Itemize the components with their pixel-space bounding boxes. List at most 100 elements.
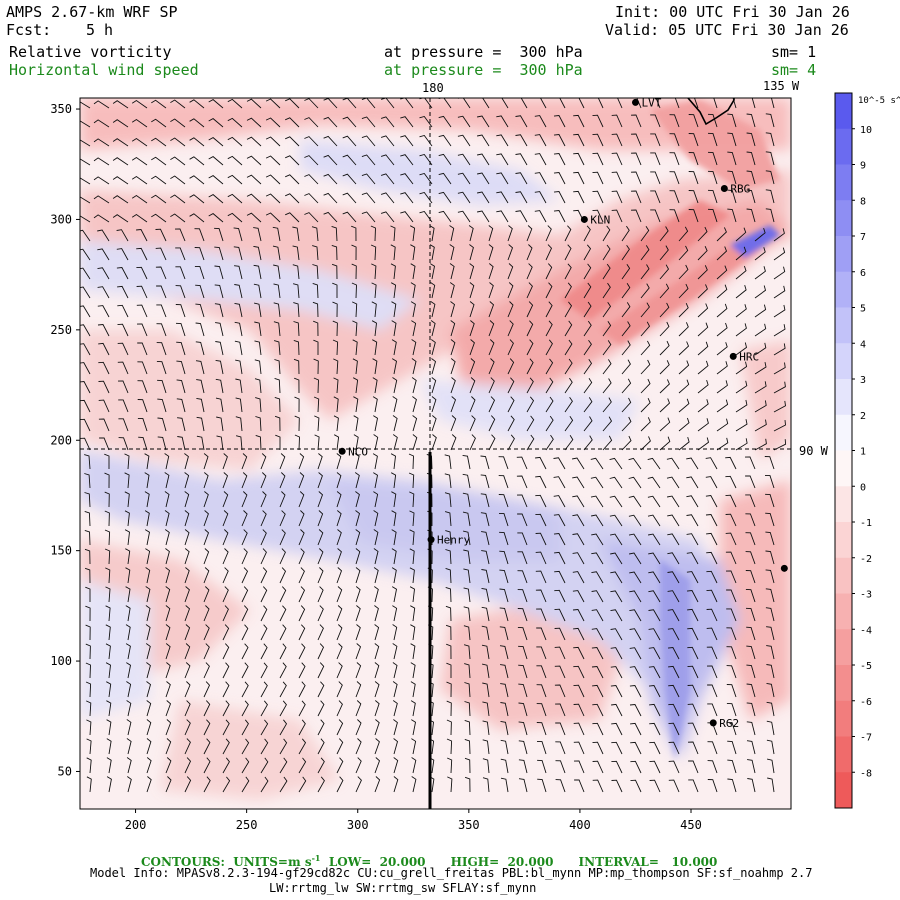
wind-barb [124,529,130,546]
wind-barb [754,247,766,261]
wind-barb [611,114,623,128]
wind-barb [86,776,92,793]
wind-barb [151,137,167,147]
wind-barb [373,548,379,565]
wind-barb [355,586,361,603]
y-tick-label: 350 [50,102,72,116]
wind-barb [516,456,528,470]
wind-barb [304,193,319,204]
wind-barb [84,454,91,470]
wind-barb [480,512,490,527]
wind-barb [535,551,547,565]
wind-barb [279,491,286,508]
wind-barb [184,472,190,489]
wind-barb [393,776,399,793]
wind-barb [445,605,452,622]
wind-barb [640,359,651,375]
wind-barb [104,472,110,489]
wind-barb [518,645,528,660]
wind-barb [481,569,490,584]
wind-barb [353,415,359,432]
wind-barb [499,607,509,622]
wind-barb [298,776,307,793]
wind-barb [184,605,191,622]
wind-barb [393,757,399,774]
wind-barb [355,510,361,527]
wind-barb [746,170,756,185]
x-tick-label: 200 [125,818,147,832]
wind-barb [372,377,378,394]
wind-barb [766,701,775,717]
forecast-hours: 5 h [86,21,114,39]
wind-barb [688,209,699,223]
wind-barb [165,643,171,660]
wind-barb [279,605,287,622]
wind-barb [354,453,360,470]
wind-barb [274,415,281,432]
wind-barb [559,98,566,109]
wind-barb [85,605,91,622]
wind-barb [751,98,756,109]
wind-barb [668,722,680,736]
wind-barb [137,380,148,394]
wind-barb [294,434,300,451]
wind-barb [265,155,281,166]
wind-barb [648,533,661,546]
wind-barb [500,683,509,698]
wind-barb [260,605,268,622]
wind-barb [697,226,708,242]
wind-barb [716,437,729,451]
wind-barb [98,342,110,356]
wind-barb [745,475,756,489]
wind-barb [85,643,91,660]
wind-barb [536,740,547,755]
wind-barb [184,681,191,698]
wind-barb [241,472,248,489]
wind-barb [355,700,362,717]
wind-barb [203,529,210,546]
wind-barb [241,719,249,736]
wind-barb [85,662,91,679]
wind-barb [745,494,756,508]
wind-barb [678,398,690,413]
wind-barb [464,738,471,755]
wind-barb [333,434,340,451]
wind-barb [482,663,490,679]
wind-barb [391,586,398,603]
wind-barb [165,757,172,774]
wind-barb [175,266,186,280]
wind-barb [331,225,338,242]
wind-barb [705,457,718,470]
wind-barb [411,339,417,356]
wind-barb [312,282,319,299]
wind-barb [410,643,416,660]
wind-barb [234,302,243,318]
wind-barb [666,457,680,470]
wind-barb [469,396,476,413]
wind-barb [515,210,528,223]
wind-barb [104,453,110,469]
wind-barb [253,245,262,261]
wind-barb [754,400,767,413]
wind-barb [621,283,631,299]
wind-barb [480,474,490,489]
wind-barb [317,643,325,660]
wind-barb [105,586,111,603]
wind-barb [298,757,307,774]
wind-barb [241,700,249,717]
wind-barb [554,627,566,641]
wind-barb [304,212,319,223]
wind-barb [373,472,379,489]
wind-barb [175,322,186,337]
wind-barb [590,476,604,489]
wind-barb [438,210,452,223]
wind-barb [640,283,650,299]
wind-barb [222,757,230,774]
wind-barb [400,173,414,185]
wind-barb [336,567,343,584]
wind-barb [697,265,708,280]
wind-barb [697,437,710,451]
wind-barb [196,416,205,432]
wind-barb [419,134,433,147]
wind-barb [706,589,718,603]
